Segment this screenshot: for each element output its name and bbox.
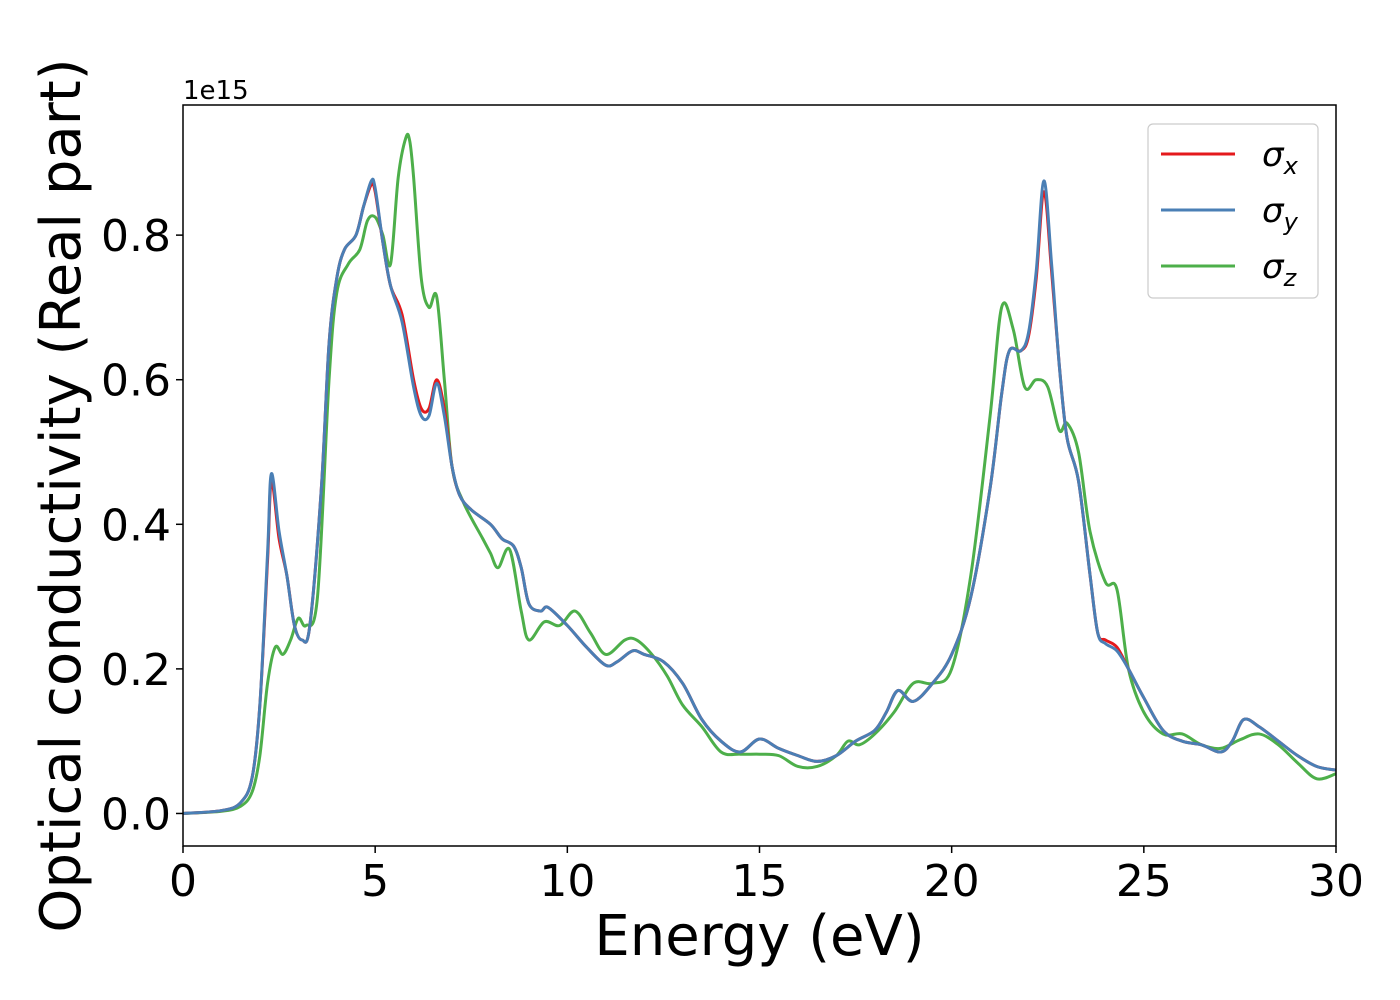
y-offset-label: 1e15: [183, 76, 249, 106]
legend-label: σy: [1262, 191, 1299, 236]
x-tick-label: 30: [1308, 856, 1364, 907]
legend[interactable]: σx σy σz: [1147, 123, 1319, 299]
legend-label: σz: [1262, 247, 1298, 292]
y-tick-label: 0.0: [101, 789, 171, 840]
series-line-z: [183, 132, 1336, 815]
y-axis-ticks: 0.0 0.2 0.4 0.6 0.8: [101, 211, 183, 840]
y-axis-label: Optical conductivity (Real part): [29, 58, 94, 932]
x-axis-label: Energy (eV): [594, 904, 924, 969]
legend-item-z[interactable]: σz: [1161, 247, 1298, 292]
x-tick-label: 10: [539, 856, 595, 907]
y-tick-label: 0.2: [101, 645, 171, 696]
x-tick-label: 15: [732, 856, 788, 907]
y-tick-label: 0.6: [101, 356, 171, 407]
x-tick-label: 20: [924, 856, 980, 907]
legend-item-y[interactable]: σy: [1161, 191, 1299, 236]
y-tick-label: 0.8: [101, 211, 171, 262]
x-axis-ticks: 0 5 10 15 20 25 30: [169, 846, 1364, 907]
y-tick-label: 0.4: [101, 500, 171, 551]
series-line-y: [183, 177, 1336, 815]
legend-label: σx: [1262, 135, 1299, 180]
x-tick-label: 0: [169, 856, 197, 907]
series-layer: [183, 132, 1336, 815]
x-tick-label: 25: [1116, 856, 1172, 907]
x-tick-label: 5: [361, 856, 389, 907]
legend-item-x[interactable]: σx: [1161, 135, 1299, 180]
